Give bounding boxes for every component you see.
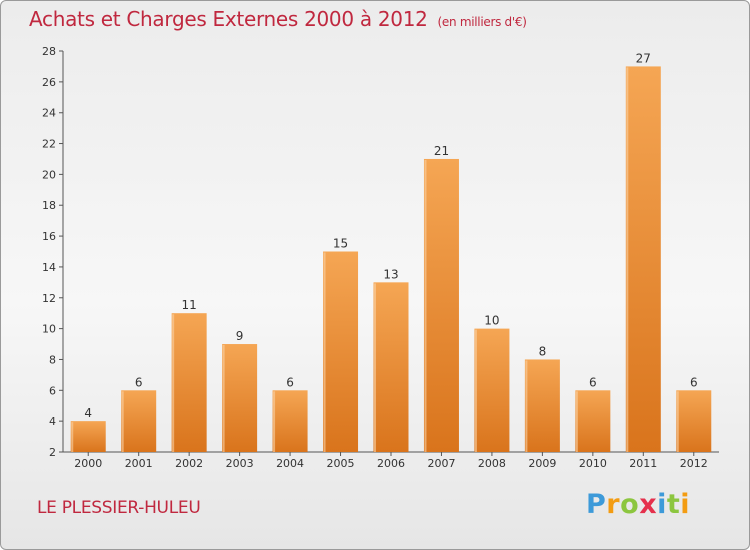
bar <box>423 158 459 452</box>
logo-letter: x <box>639 489 658 520</box>
bar <box>474 328 510 452</box>
y-tick-label: 8 <box>49 353 56 366</box>
x-tick-label: 2002 <box>175 457 203 470</box>
y-tick-label: 16 <box>42 230 56 243</box>
y-tick-label: 28 <box>42 45 56 58</box>
logo-letter: i <box>680 489 691 520</box>
logo-letter: P <box>586 489 607 520</box>
data-label: 6 <box>690 375 698 389</box>
x-tick-label: 2005 <box>327 457 355 470</box>
x-tick-label: 2012 <box>680 457 708 470</box>
y-tick-label: 6 <box>49 384 56 397</box>
y-tick-label: 12 <box>42 292 56 305</box>
bar <box>121 390 157 452</box>
proxiti-logo: Proxiti <box>586 489 690 520</box>
x-tick-label: 2010 <box>579 457 607 470</box>
data-label: 6 <box>589 375 597 389</box>
data-label: 15 <box>333 237 348 251</box>
y-tick-label: 24 <box>42 107 56 120</box>
x-tick-label: 2000 <box>74 457 102 470</box>
data-label: 27 <box>636 51 651 65</box>
data-label: 6 <box>135 375 143 389</box>
y-tick-label: 20 <box>42 168 56 181</box>
y-tick-label: 10 <box>42 323 56 336</box>
data-label: 13 <box>383 267 398 281</box>
y-tick-label: 22 <box>42 138 56 151</box>
x-tick-label: 2006 <box>377 457 405 470</box>
bar <box>676 390 712 452</box>
logo-letter: t <box>666 489 681 520</box>
x-tick-label: 2001 <box>125 457 153 470</box>
logo-letter: o <box>620 489 640 520</box>
logo-letter: r <box>606 489 621 520</box>
data-label: 6 <box>286 375 294 389</box>
logo-letter: i <box>657 489 667 520</box>
x-tick-label: 2007 <box>427 457 455 470</box>
y-tick-label: 26 <box>42 76 56 89</box>
data-label: 11 <box>182 298 197 312</box>
bar <box>625 66 661 452</box>
data-label: 8 <box>539 344 547 358</box>
y-tick-label: 14 <box>42 261 56 274</box>
bar <box>373 282 409 452</box>
x-tick-label: 2011 <box>629 457 657 470</box>
data-label: 9 <box>236 329 244 343</box>
unit-label: (en milliers d'€) <box>437 15 527 29</box>
bar <box>323 251 359 452</box>
bar <box>70 421 106 452</box>
bar <box>171 313 207 452</box>
title-text: Achats et Charges Externes 2000 à 2012 <box>29 7 428 31</box>
y-tick-label: 18 <box>42 199 56 212</box>
data-label: 4 <box>84 406 92 420</box>
bar <box>222 344 258 452</box>
x-tick-label: 2008 <box>478 457 506 470</box>
data-label: 10 <box>484 314 499 328</box>
y-tick-label: 2 <box>49 446 56 459</box>
bar <box>524 359 560 452</box>
data-label: 21 <box>434 144 449 158</box>
x-tick-label: 2004 <box>276 457 304 470</box>
bar <box>575 390 611 452</box>
commune-name: LE PLESSIER-HULEU <box>37 498 201 518</box>
x-tick-label: 2009 <box>528 457 556 470</box>
chart-title: Achats et Charges Externes 2000 à 2012 (e… <box>29 7 527 31</box>
y-tick-label: 4 <box>49 415 56 428</box>
x-tick-label: 2003 <box>226 457 254 470</box>
bar <box>272 390 308 452</box>
